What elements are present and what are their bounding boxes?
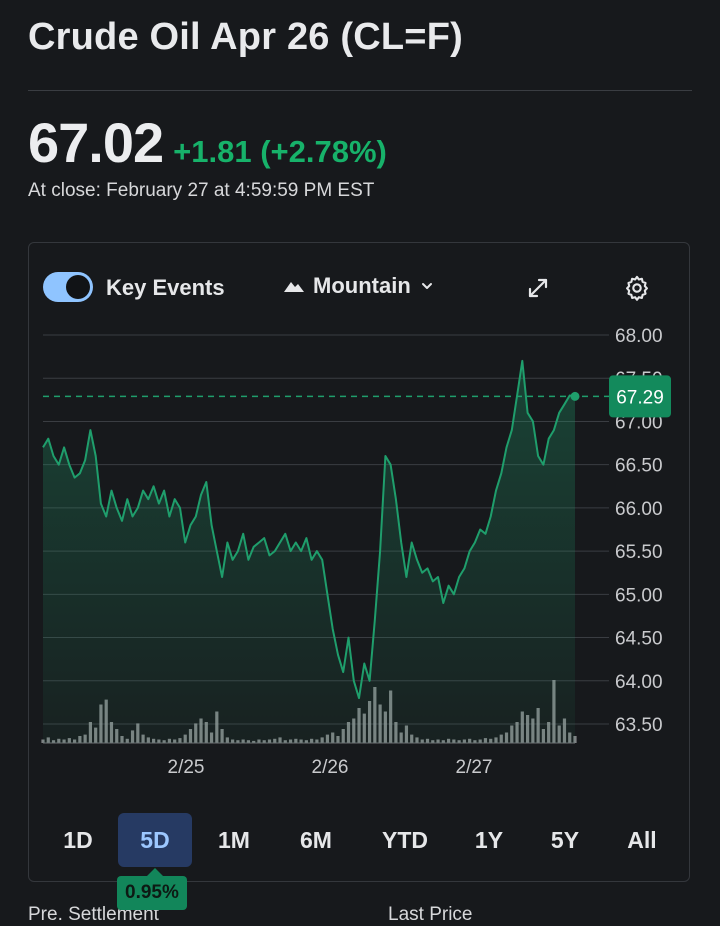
- mountain-icon: [284, 282, 304, 292]
- toggle-knob: [66, 275, 90, 299]
- key-events-toggle[interactable]: [43, 272, 93, 302]
- page-title: Crude Oil Apr 26 (CL=F): [28, 16, 463, 58]
- price-chart[interactable]: 68.0067.5067.0066.5066.0065.5065.0064.50…: [29, 323, 689, 803]
- x-tick-label: 2/27: [456, 757, 493, 778]
- range-button-1y[interactable]: 1Y: [474, 826, 504, 853]
- time-range-selector: 1D 5D 1M 6M YTD 1Y 5Y All: [29, 813, 689, 871]
- y-tick-label: 65.50: [615, 542, 663, 563]
- price-change: +1.81 (+2.78%): [173, 134, 387, 169]
- price-line: [42, 359, 576, 700]
- price-row: 67.02 +1.81 (+2.78%): [28, 110, 387, 175]
- x-tick-label: 2/26: [312, 757, 349, 778]
- performance-badge-caret: [147, 868, 163, 876]
- chevron-down-icon: [421, 283, 432, 289]
- chart-type-dropdown[interactable]: Mountain: [283, 273, 435, 299]
- chart-settings-button[interactable]: [623, 274, 651, 302]
- header-divider: [28, 90, 692, 91]
- range-button-1m[interactable]: 1M: [218, 826, 250, 853]
- key-events-label: Key Events: [106, 275, 225, 300]
- range-button-1d[interactable]: 1D: [63, 826, 93, 853]
- y-tick-label: 67.00: [615, 412, 663, 433]
- chart-card: Key Events Mountain 68.0067.5067.0066.50…: [28, 242, 690, 910]
- chart-type-label: Mountain: [313, 273, 411, 298]
- range-button-5d[interactable]: 5D: [118, 813, 192, 867]
- market-close-time: At close: February 27 at 4:59:59 PM EST: [28, 180, 375, 201]
- current-price: 67.02: [28, 111, 164, 174]
- range-button-6m[interactable]: 6M: [300, 826, 332, 853]
- current-price-tag: [609, 375, 671, 418]
- current-price-tag-label: 67.29: [616, 387, 664, 408]
- x-tick-label: 2/25: [168, 757, 205, 778]
- expand-icon: [528, 278, 548, 298]
- y-tick-label: 64.00: [615, 672, 663, 693]
- y-tick-label: 64.50: [615, 629, 663, 650]
- fullscreen-button[interactable]: [524, 274, 552, 302]
- current-price-dot: [570, 391, 580, 401]
- range-performance-badge: 0.95%: [117, 876, 187, 910]
- last-price-label: Last Price: [388, 904, 473, 925]
- y-tick-label: 66.50: [615, 456, 663, 477]
- y-tick-label: 68.00: [615, 326, 663, 347]
- range-button-5y[interactable]: 5Y: [550, 826, 580, 853]
- range-button-all[interactable]: All: [627, 826, 657, 853]
- y-tick-label: 63.50: [615, 715, 663, 736]
- gear-icon: [626, 275, 648, 301]
- y-tick-label: 65.00: [615, 585, 663, 606]
- range-button-ytd[interactable]: YTD: [382, 826, 428, 853]
- y-tick-label: 66.00: [615, 499, 663, 520]
